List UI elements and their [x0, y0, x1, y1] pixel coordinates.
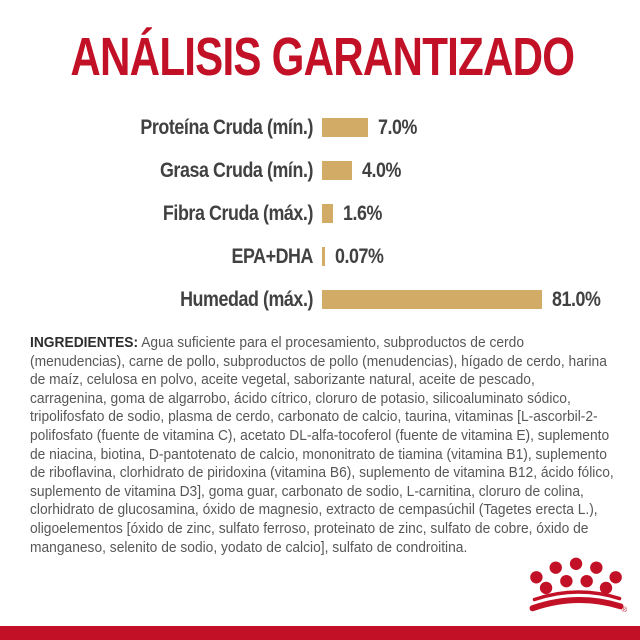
- footer-red-stripe: [0, 626, 640, 640]
- nutrient-value: 7.0%: [378, 115, 417, 139]
- value-bar: [322, 161, 352, 180]
- royal-canin-crown-logo: ®: [529, 557, 627, 614]
- nutrient-label: Proteína Cruda (mín.): [140, 115, 313, 139]
- value-bar: [322, 247, 325, 266]
- nutrient-value: 4.0%: [362, 158, 401, 182]
- analysis-row-protein: Proteína Cruda (mín.) 7.0%: [0, 106, 640, 149]
- analysis-row-fiber: Fibra Cruda (máx.) 1.6%: [0, 192, 640, 235]
- value-bar: [322, 204, 333, 223]
- nutrient-value: 1.6%: [343, 201, 382, 225]
- nutrient-label: Grasa Cruda (mín.): [159, 158, 313, 182]
- nutrient-value: 0.07%: [335, 244, 384, 268]
- nutrient-value: 81.0%: [552, 287, 601, 311]
- crown-dots: [530, 557, 622, 595]
- value-bar: [322, 118, 368, 137]
- registered-trademark-symbol: ®: [621, 605, 627, 614]
- analysis-row-epa-dha: EPA+DHA 0.07%: [0, 235, 640, 278]
- nutrient-label: Fibra Cruda (máx.): [162, 201, 313, 225]
- crown-base-arcs: [529, 590, 624, 612]
- value-bar: [322, 290, 542, 309]
- ingredients-heading: INGREDIENTES:: [30, 334, 139, 351]
- guaranteed-analysis-chart: Proteína Cruda (mín.) 7.0% Grasa Cruda (…: [0, 106, 640, 321]
- ingredients-text: Agua suficiente para el procesamiento, s…: [30, 334, 614, 556]
- analysis-row-moisture: Humedad (máx.) 81.0%: [0, 278, 640, 321]
- ingredients-paragraph: INGREDIENTES: Agua suficiente para el pr…: [30, 334, 615, 557]
- nutrient-label: Humedad (máx.): [180, 287, 313, 311]
- analysis-row-fat: Grasa Cruda (mín.) 4.0%: [0, 149, 640, 192]
- page-title: ANÁLISIS GARANTIZADO: [70, 27, 575, 87]
- nutrient-label: EPA+DHA: [231, 244, 313, 268]
